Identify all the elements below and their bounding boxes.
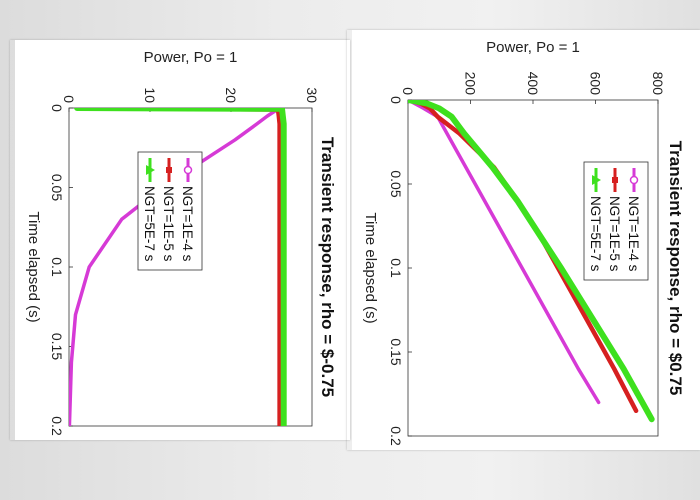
legend-label: NGT=5E-7 s (588, 196, 603, 272)
x-tick-label: 0.2 (49, 416, 65, 436)
x-tick-label: 0 (388, 96, 404, 104)
y-tick-label: 200 (463, 72, 479, 96)
legend-box (137, 151, 203, 271)
legend-marker-icon (183, 165, 193, 175)
x-tick-label: 0.2 (388, 426, 404, 446)
legend-label: NGT=1E-4 s (626, 196, 641, 272)
chart-title: Transient response, rho = $-0.75 (318, 137, 337, 397)
x-tick-label: 0.15 (388, 338, 404, 365)
chart-sheet-rho-neg: Transient response, rho = $-0.75 Time ela… (10, 40, 350, 440)
y-tick-label: 0 (400, 87, 416, 95)
x-tick-label: 0.05 (49, 174, 65, 201)
y-axis-label: Power, Po = 1 (144, 49, 238, 66)
chart-title: Transient response, rho = $0.75 (666, 141, 685, 396)
y-tick-label: 800 (650, 72, 666, 96)
y-tick-label: 600 (588, 72, 604, 96)
x-axis-label: Time elapsed (s) (25, 211, 42, 322)
legend-label: NGT=5E-7 s (142, 186, 157, 262)
legend-marker-icon (146, 165, 155, 175)
y-tick-label: 30 (304, 87, 320, 103)
legend-marker-icon (612, 177, 618, 183)
chart-rho-neg: Transient response, rho = $-0.75 Time ela… (15, 40, 350, 440)
x-tick-label: 0 (49, 104, 65, 112)
legend-label: NGT=1E-5 s (161, 186, 176, 262)
legend-marker-icon (592, 175, 601, 185)
series-line-3 (408, 100, 655, 423)
series-line-3 (74, 108, 287, 426)
legend-label: NGT=1E-4 s (180, 186, 195, 262)
chart-rho-pos: Transient response, rho = $0.75 Time elap… (352, 30, 700, 450)
y-tick-label: 20 (223, 87, 239, 103)
legend-box (583, 161, 649, 281)
series-line-1 (408, 100, 601, 405)
y-tick-label: 10 (142, 87, 158, 103)
legend-label: NGT=1E-5 s (607, 196, 622, 272)
series-line-2 (74, 108, 282, 426)
y-tick-label: 0 (61, 95, 77, 103)
y-axis-label: Power, Po = 1 (486, 39, 580, 56)
x-tick-label: 0.1 (49, 257, 65, 277)
x-tick-label: 0.1 (388, 258, 404, 278)
y-tick-label: 400 (525, 72, 541, 96)
chart-sheet-rho-pos: Transient response, rho = $0.75 Time elap… (347, 30, 700, 450)
x-tick-label: 0.15 (49, 333, 65, 360)
x-tick-label: 0.05 (388, 170, 404, 197)
x-axis-label: Time elapsed (s) (362, 212, 379, 323)
legend-marker-icon (629, 175, 639, 185)
legend-marker-icon (166, 167, 172, 173)
